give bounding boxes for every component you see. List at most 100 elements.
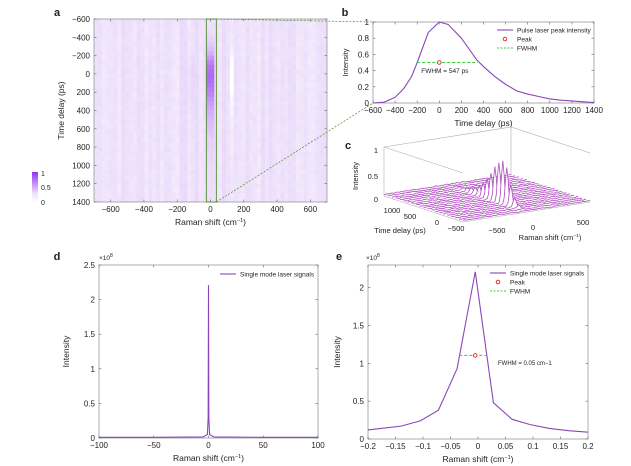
legend-peak-swatch: [495, 279, 501, 285]
heatmap-cell: [233, 37, 238, 43]
heatmap-cell: [194, 169, 200, 175]
heatmap-cell: [109, 101, 114, 107]
heatmap-cell: [307, 73, 312, 79]
heatmap-cell: [117, 101, 122, 107]
heatmap-cell: [156, 165, 161, 171]
heatmap-cell: [288, 64, 293, 70]
heatmap-cell: [229, 28, 235, 34]
heatmap-cell: [125, 110, 130, 116]
heatmap-cell: [245, 151, 250, 157]
heatmap-cell: [315, 174, 320, 180]
heatmap-cell: [315, 156, 320, 162]
heatmap-cell: [179, 64, 184, 70]
heatmap-cell: [315, 51, 320, 56]
heatmap-cell: [132, 160, 138, 166]
heatmap-cell: [167, 55, 172, 61]
heatmap-cell: [311, 37, 316, 43]
heatmap-cell: [295, 46, 301, 52]
heatmap-cell: [284, 119, 289, 125]
heatmap-cell: [121, 119, 126, 125]
heatmap-cell: [315, 137, 320, 143]
heatmap-cell: [226, 137, 231, 143]
heatmap-cell: [175, 151, 180, 157]
heatmap-cell: [257, 60, 262, 66]
heatmap-cell: [229, 69, 235, 75]
heatmap-cell: [284, 169, 289, 175]
heatmap-cell: [117, 83, 122, 88]
heatmap-cell: [303, 78, 308, 84]
heatmap-cell: [241, 133, 246, 139]
heatmap-cell: [183, 151, 188, 157]
heatmap-cell: [299, 169, 304, 175]
heatmap-cell: [229, 55, 235, 61]
heatmap-cell: [148, 78, 153, 84]
heatmap-cell: [288, 165, 293, 171]
heatmap-cell: [105, 51, 110, 56]
y-tick-label: 1200: [72, 180, 90, 189]
heatmap-cell: [288, 156, 293, 162]
heatmap-cell: [237, 32, 242, 38]
heatmap-cell: [257, 147, 262, 152]
heatmap-cell: [276, 96, 281, 102]
heatmap-cell: [156, 23, 161, 29]
heatmap-cell: [245, 142, 250, 148]
heatmap-cell: [253, 165, 258, 171]
heatmap-cell: [160, 37, 165, 43]
heatmap-cell: [295, 165, 301, 171]
heatmap-cell: [307, 78, 312, 84]
heatmap-cell: [280, 197, 285, 203]
heatmap-cell: [175, 124, 180, 130]
heatmap-cell: [202, 174, 207, 180]
heatmap-cell: [132, 115, 138, 120]
heatmap-cell: [183, 83, 188, 88]
heatmap-cell: [125, 192, 130, 198]
heatmap-cell: [105, 179, 110, 184]
heatmap-cell: [292, 96, 297, 102]
heatmap-cell: [229, 105, 235, 111]
heatmap-cell: [218, 23, 223, 29]
heatmap-cell: [171, 188, 176, 194]
heatmap-cell: [280, 110, 285, 116]
heatmap-cell: [128, 128, 134, 134]
heatmap-cell: [295, 41, 301, 47]
heatmap-cell: [303, 92, 308, 98]
heatmap-cell: [226, 46, 231, 52]
heatmap-cell: [241, 64, 246, 70]
heatmap-cell: [295, 37, 301, 43]
heatmap-cell: [140, 69, 145, 75]
heatmap-cell: [191, 87, 196, 93]
heatmap-cell: [315, 78, 320, 84]
heatmap-cell: [160, 78, 165, 84]
heatmap-cell: [276, 110, 281, 116]
heatmap-cell: [179, 197, 184, 203]
y-tick-label: 1: [91, 365, 96, 374]
heatmap-cell: [323, 183, 328, 189]
heatmap-cell: [136, 23, 141, 29]
heatmap-cell: [109, 92, 114, 98]
heatmap-cell: [299, 37, 304, 43]
heatmap-cell: [229, 124, 235, 130]
heatmap-cell: [140, 73, 145, 79]
heatmap-cell: [140, 142, 145, 148]
heatmap-cell: [264, 105, 270, 111]
heatmap-cell: [229, 101, 235, 107]
heatmap-cell: [140, 188, 145, 194]
heatmap-cell: [121, 128, 126, 134]
heatmap-cell: [303, 51, 308, 56]
waterfall-fill: [459, 199, 587, 221]
heatmap-cell: [113, 87, 118, 93]
heatmap-cell: [156, 147, 161, 152]
heatmap-cell: [171, 119, 176, 125]
heatmap-cell: [303, 165, 308, 171]
heatmap-cell: [198, 119, 204, 125]
heatmap-cell: [288, 92, 293, 98]
heatmap-cell: [171, 19, 176, 24]
heatmap-cell: [311, 142, 316, 148]
heatmap-cell: [97, 169, 103, 175]
heatmap-cell: [237, 119, 242, 125]
heatmap-cell: [260, 101, 266, 107]
heatmap-cell: [241, 101, 246, 107]
heatmap-cell: [136, 119, 141, 125]
heatmap-cell: [128, 105, 134, 111]
heatmap-cell: [237, 69, 242, 75]
